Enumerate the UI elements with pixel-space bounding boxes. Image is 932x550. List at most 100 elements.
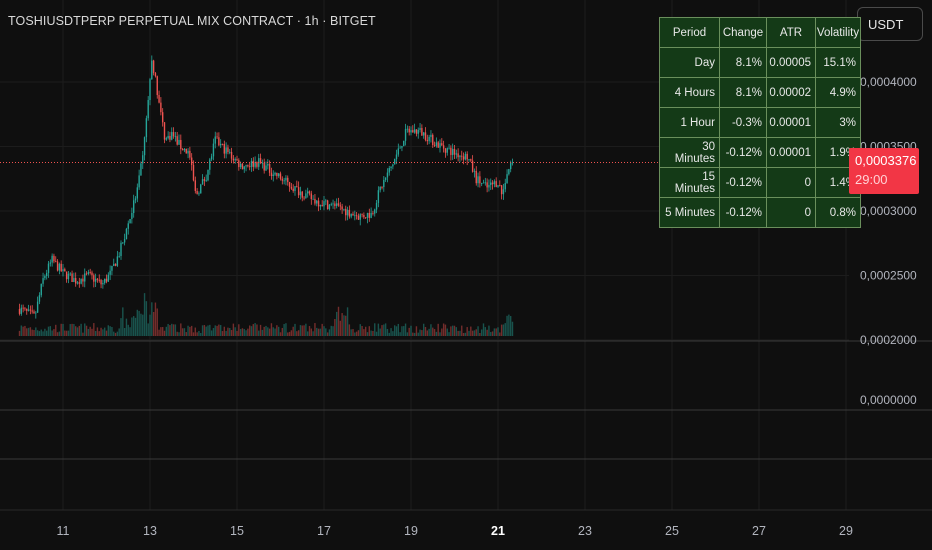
candle-body — [499, 185, 501, 186]
volume-bar — [491, 331, 494, 336]
volume-bar — [180, 323, 182, 336]
volume-bar — [379, 328, 381, 336]
volume-bar — [388, 332, 390, 336]
candle-body — [116, 256, 119, 266]
candle-body — [171, 132, 173, 140]
volume-bar — [174, 324, 177, 336]
currency-button[interactable]: USDT — [857, 7, 923, 41]
volume-bar — [497, 327, 499, 336]
candle-body — [180, 140, 182, 150]
candle-body — [323, 201, 325, 207]
candle-body — [281, 178, 284, 181]
volume-bar — [412, 332, 414, 336]
volume-bar — [229, 328, 231, 336]
candle-body — [102, 282, 104, 285]
candle-body — [114, 263, 117, 266]
volatility-cell: 4.9% — [815, 77, 861, 108]
candle-body — [20, 307, 23, 314]
volume-bar — [38, 331, 41, 336]
candle-body — [96, 278, 99, 280]
volume-bar — [508, 314, 510, 336]
candle-body — [229, 151, 231, 153]
candle-body — [210, 156, 213, 160]
volume-bar — [321, 323, 323, 336]
volume-bar — [123, 327, 126, 336]
lower-pane-tick-label: 0,0000000 — [860, 393, 917, 407]
candle-body — [167, 135, 169, 139]
candle-body — [334, 203, 336, 207]
volume-bar — [187, 325, 189, 336]
candle-body — [93, 275, 95, 282]
volume-bar — [134, 317, 137, 336]
table-row: 5 Minutes -0.12% 0 0.8% — [659, 197, 861, 228]
candle-body — [308, 191, 311, 194]
volume-bar — [301, 325, 303, 336]
period-cell: Day — [659, 47, 720, 78]
volume-bar — [499, 332, 501, 336]
atr-cell: 0 — [766, 167, 816, 198]
candle-body — [131, 213, 133, 219]
volume-bar — [451, 325, 454, 336]
volume-bar — [442, 323, 445, 336]
volume-bar — [254, 323, 256, 336]
candle-body — [475, 170, 477, 184]
volume-bar — [500, 324, 503, 336]
candle-body — [94, 278, 97, 282]
volume-bar — [473, 330, 476, 336]
header-volatility: Volatility — [815, 17, 861, 48]
volume-bar — [53, 329, 55, 336]
volume-bar — [261, 329, 264, 336]
candle-body — [35, 312, 37, 314]
volume-bar — [94, 331, 97, 336]
candle-body — [406, 128, 409, 130]
volume-bar — [69, 324, 71, 336]
candle-body — [297, 187, 300, 196]
candle-body — [84, 273, 86, 282]
candle-body — [366, 212, 369, 218]
volume-bar — [354, 332, 356, 336]
volume-bar — [403, 326, 405, 336]
volume-bar — [80, 323, 82, 336]
candle-body — [219, 143, 222, 146]
volume-bar — [441, 328, 443, 336]
candle-body — [486, 182, 488, 188]
volume-bar — [502, 324, 505, 336]
time-tick-label: 27 — [752, 524, 766, 538]
volume-bar — [158, 329, 160, 336]
candle-body — [207, 169, 209, 181]
period-cell: 15 Minutes — [659, 167, 720, 198]
volume-bar — [201, 325, 204, 336]
volume-bar — [285, 323, 287, 336]
candle-body — [392, 164, 394, 167]
volume-bar — [406, 332, 409, 336]
candle-body — [303, 197, 305, 199]
volume-bar — [232, 323, 235, 336]
time-tick-label: 13 — [143, 524, 157, 538]
volume-bar — [337, 306, 340, 336]
volume-bar — [493, 328, 496, 336]
volume-bar — [488, 325, 490, 336]
volume-bar — [241, 328, 244, 336]
change-cell: -0.12% — [719, 197, 767, 228]
volume-bar — [325, 328, 327, 336]
candle-body — [26, 308, 28, 311]
volume-bar — [200, 332, 202, 336]
candle-body — [455, 153, 458, 155]
volume-bar — [209, 324, 211, 336]
volume-bar — [113, 331, 115, 336]
candle-body — [301, 191, 303, 198]
volume-bar — [323, 326, 325, 336]
volume-bar — [51, 330, 53, 336]
volume-bar — [212, 328, 215, 336]
volume-bar — [33, 330, 35, 336]
volume-bar — [116, 331, 119, 336]
candle-body — [462, 156, 465, 160]
volume-bar — [111, 326, 113, 336]
volume-bar — [424, 326, 427, 336]
candle-body — [225, 147, 227, 154]
candle-body — [47, 263, 50, 273]
candle-body — [74, 278, 77, 284]
candle-body — [359, 214, 361, 220]
candle-body — [200, 184, 202, 194]
